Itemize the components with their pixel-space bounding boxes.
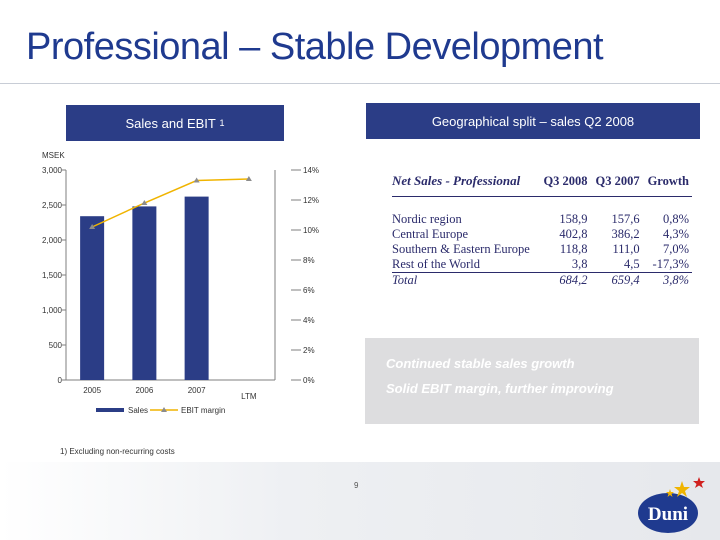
column-header-q3-2007: Q3 2007 xyxy=(590,170,643,197)
net-sales-table: Net Sales - Professional Q3 2008 Q3 2007… xyxy=(392,170,692,288)
region-name: Nordic region xyxy=(392,212,462,226)
y-tick-label: 500 xyxy=(49,341,63,350)
sales-bar-2005 xyxy=(80,216,105,380)
table-row: Central Europe 402,8 386,2 4,3% xyxy=(392,227,692,242)
table-row: Southern & Eastern Europe 118,8 111,0 7,… xyxy=(392,242,692,257)
sales-ebit-header-label: Sales and EBIT xyxy=(125,115,216,131)
y2-tick-label: 2% xyxy=(303,346,315,355)
x-tick-label-2005: 2005 xyxy=(83,386,101,395)
column-header-growth: Growth xyxy=(642,170,692,197)
legend-marker-ebit xyxy=(161,407,167,412)
logo-oval xyxy=(638,493,698,533)
table-total-row: Total 684,2 659,4 3,8% xyxy=(392,272,692,288)
ebit-point-LTM xyxy=(245,176,252,181)
geo-split-header-label: Geographical split – sales Q2 2008 xyxy=(431,113,635,129)
table-cell: 3,8 xyxy=(571,257,588,271)
y-tick-label: 2,500 xyxy=(42,201,63,210)
table-cell: 386,2 xyxy=(611,227,640,241)
page-number: 9 xyxy=(354,481,359,490)
y2-tick-label: 0% xyxy=(303,376,315,385)
table-cell: 0,8% xyxy=(662,212,689,226)
y2-tick-label: 12% xyxy=(303,196,319,205)
y2-tick-label: 10% xyxy=(303,226,319,235)
footnote: 1) Excluding non-recurring costs xyxy=(60,447,175,456)
y2-tick-label: 4% xyxy=(303,316,315,325)
slide-title: Professional – Stable Development xyxy=(26,26,604,68)
ebit-point-2005 xyxy=(89,224,96,229)
x-tick-label-LTM: LTM xyxy=(241,392,257,401)
table-row: Rest of the World 3,8 4,5 -17,3% xyxy=(392,257,692,273)
ebit-margin-line xyxy=(91,178,249,228)
logo-star-small xyxy=(666,489,674,497)
table-cell: 684,2 xyxy=(538,272,591,288)
y-tick-label: 2,000 xyxy=(42,236,63,245)
logo-text: Duni xyxy=(648,504,688,525)
x-tick-label-2007: 2007 xyxy=(188,386,206,395)
table-cell: 118,8 xyxy=(559,242,588,256)
column-header-q3-2008: Q3 2008 xyxy=(538,170,591,197)
legend-label-sales: Sales xyxy=(128,406,148,415)
sales-bar-2006 xyxy=(132,206,157,380)
footnote-marker: 1 xyxy=(219,118,225,128)
geo-split-header: Geographical split – sales Q2 2008 xyxy=(366,103,700,139)
table-cell: 111,0 xyxy=(612,242,640,256)
table-cell: 402,8 xyxy=(559,227,588,241)
footer-band xyxy=(0,462,720,540)
logo-star-red xyxy=(693,477,705,488)
title-divider xyxy=(0,83,720,84)
y-tick-label: 0 xyxy=(58,376,63,385)
y-tick-label: 1,500 xyxy=(42,271,63,280)
table-cell: 3,8% xyxy=(642,272,692,288)
table-cell: -17,3% xyxy=(652,257,689,271)
sales-ebit-header: Sales and EBIT 1 xyxy=(66,105,284,141)
x-tick-label-2006: 2006 xyxy=(135,386,153,395)
table-title: Net Sales - Professional xyxy=(392,170,539,197)
ebit-point-2007 xyxy=(193,177,200,183)
table-cell: 4,5 xyxy=(624,257,640,271)
table-cell: 4,3% xyxy=(662,227,689,241)
message-sales-growth: Continued stable sales growth xyxy=(386,356,575,371)
message-panel xyxy=(365,338,699,424)
y-tick-label: 3,000 xyxy=(42,166,63,175)
region-name: Central Europe xyxy=(392,227,469,241)
logo-star-yellow xyxy=(674,481,690,497)
y-axis-unit: MSEK xyxy=(42,151,65,160)
table-row: Nordic region 158,9 157,6 0,8% xyxy=(392,212,692,227)
y2-tick-label: 6% xyxy=(303,286,315,295)
region-name: Rest of the World xyxy=(392,257,480,271)
ebit-point-2006 xyxy=(141,200,148,205)
message-ebit-margin: Solid EBIT margin, further improving xyxy=(386,381,614,396)
table-cell: 158,9 xyxy=(559,212,588,226)
region-name: Southern & Eastern Europe xyxy=(392,242,530,256)
sales-bar-2007 xyxy=(184,196,209,380)
y-tick-label: 1,000 xyxy=(42,306,63,315)
duni-logo: Duni xyxy=(638,477,705,533)
legend-label-ebit: EBIT margin xyxy=(181,406,225,415)
table-cell: 7,0% xyxy=(662,242,689,256)
y2-tick-label: 14% xyxy=(303,166,319,175)
total-label: Total xyxy=(392,272,539,288)
table-cell: 157,6 xyxy=(611,212,640,226)
table-cell: 659,4 xyxy=(590,272,643,288)
y2-tick-label: 8% xyxy=(303,256,315,265)
